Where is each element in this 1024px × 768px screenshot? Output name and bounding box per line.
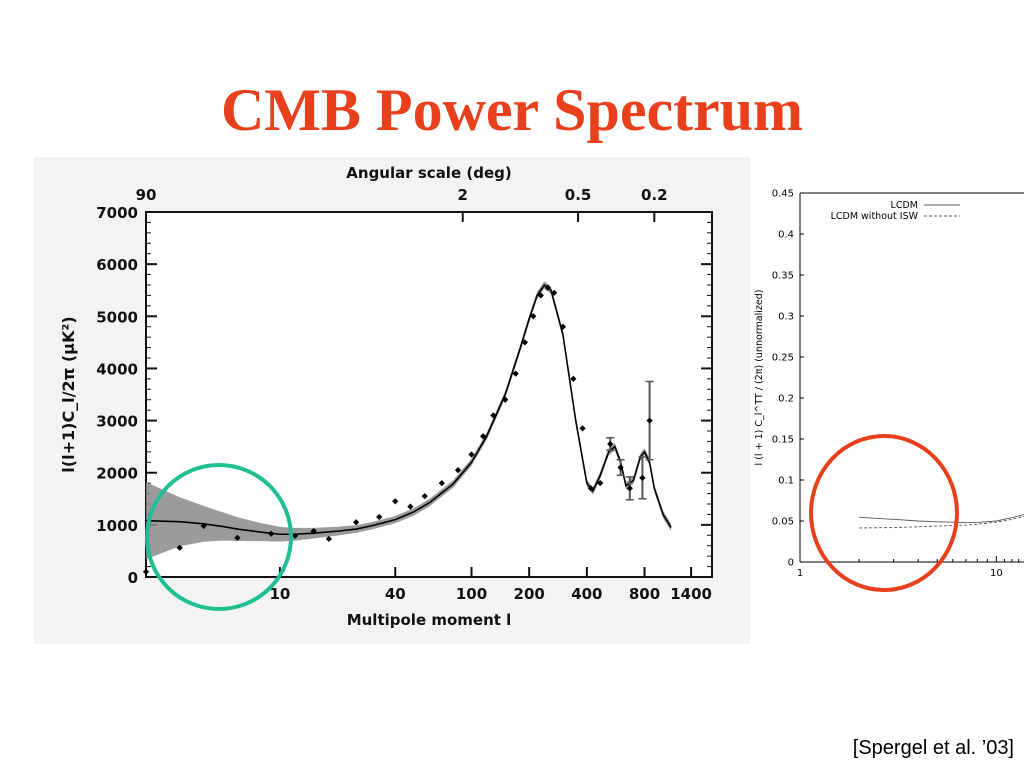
y-tick-label: 0.45 (772, 189, 794, 200)
data-point (530, 313, 537, 320)
isw-power-spectrum-chart: 0 0.05 0.1 0.15 0.2 0.25 0.3 0.35 0.4 0.45 1 10 l (l… (754, 189, 1024, 592)
data-point (407, 503, 414, 510)
x-axis-title: Multipole moment l (347, 611, 512, 629)
data-point (392, 498, 399, 505)
x-tick-label: 10 (269, 585, 290, 603)
top-tick-label: 0.5 (565, 186, 592, 204)
y-tick-label: 4000 (96, 360, 138, 378)
data-point (480, 433, 487, 440)
y-tick-label: 1000 (96, 517, 138, 535)
top-tick-label: 2 (458, 186, 468, 204)
slide-title: CMB Power Spectrum (220, 77, 804, 143)
x-tick-label: 10 (990, 568, 1003, 579)
data-point (454, 466, 462, 474)
data-point (579, 425, 586, 432)
x-tick-label: 800 (629, 585, 660, 603)
wmap-power-spectrum-chart: 0 1000 2000 3000 4000 5000 6000 7000 10 40 100 200 4… (59, 164, 713, 629)
y-tick-label: 3000 (96, 413, 138, 431)
y-tick-label: 5000 (96, 308, 138, 326)
cosmic-variance-band (146, 281, 672, 560)
y-tick-label: 0.15 (772, 435, 794, 446)
citation: [Spergel et al. ’03] (852, 737, 1014, 759)
y-tick-label: 0.4 (778, 230, 794, 241)
y-axis-title: l(l+1)C_l/2π (μK²) (59, 316, 78, 472)
top-tick-label: 90 (136, 186, 157, 204)
y-tick-label: 6000 (96, 256, 138, 274)
top-axis-title: Angular scale (deg) (346, 164, 511, 182)
y-axis-title: l (l + 1) C_l^TT / (2π) (unnormalized) (754, 290, 765, 466)
low-l-highlight-circle (809, 434, 959, 592)
data-point (468, 451, 475, 458)
y-tick-label: 0.35 (772, 271, 794, 282)
data-point (490, 412, 497, 419)
top-tick-label: 0.2 (641, 186, 668, 204)
y-tick-label: 0.25 (772, 353, 794, 364)
data-point (639, 474, 646, 482)
x-tick-label: 100 (456, 585, 487, 603)
series-line-lcdm-no-isw (859, 515, 1024, 529)
series-line-lcdm (859, 514, 1024, 524)
y-tick-label: 0.05 (772, 517, 794, 528)
legend-label-lcdm-no-isw: LCDM without ISW (831, 211, 919, 222)
x-tick-label: 400 (571, 585, 602, 603)
wmap-chart-panel: 0 1000 2000 3000 4000 5000 6000 7000 10 40 100 200 4… (34, 157, 750, 644)
data-point (607, 440, 614, 448)
legend-label-lcdm: LCDM (891, 200, 918, 211)
y-tick-label: 0 (128, 569, 138, 587)
x-tick-label: 200 (514, 585, 545, 603)
data-point (353, 519, 360, 526)
data-point (421, 493, 428, 500)
x-tick-label: 1 (797, 568, 803, 579)
y-tick-label: 0.1 (778, 476, 794, 487)
low-l-highlight-circle (145, 463, 293, 611)
y-tick-label: 0 (788, 558, 794, 569)
plot-frame (145, 211, 713, 578)
data-point (597, 480, 604, 487)
x-tick-label: 40 (385, 585, 406, 603)
y-tick-label: 7000 (96, 204, 138, 222)
data-point (291, 532, 299, 539)
y-tick-label: 2000 (96, 465, 138, 483)
data-point (438, 480, 445, 487)
y-tick-label: 0.2 (778, 394, 794, 405)
y-tick-label: 0.3 (778, 312, 794, 323)
x-tick-label: 1400 (670, 585, 712, 603)
isw-chart-panel: 0 0.05 0.1 0.15 0.2 0.25 0.3 0.35 0.4 0.45 1 10 l (l… (750, 180, 1024, 600)
